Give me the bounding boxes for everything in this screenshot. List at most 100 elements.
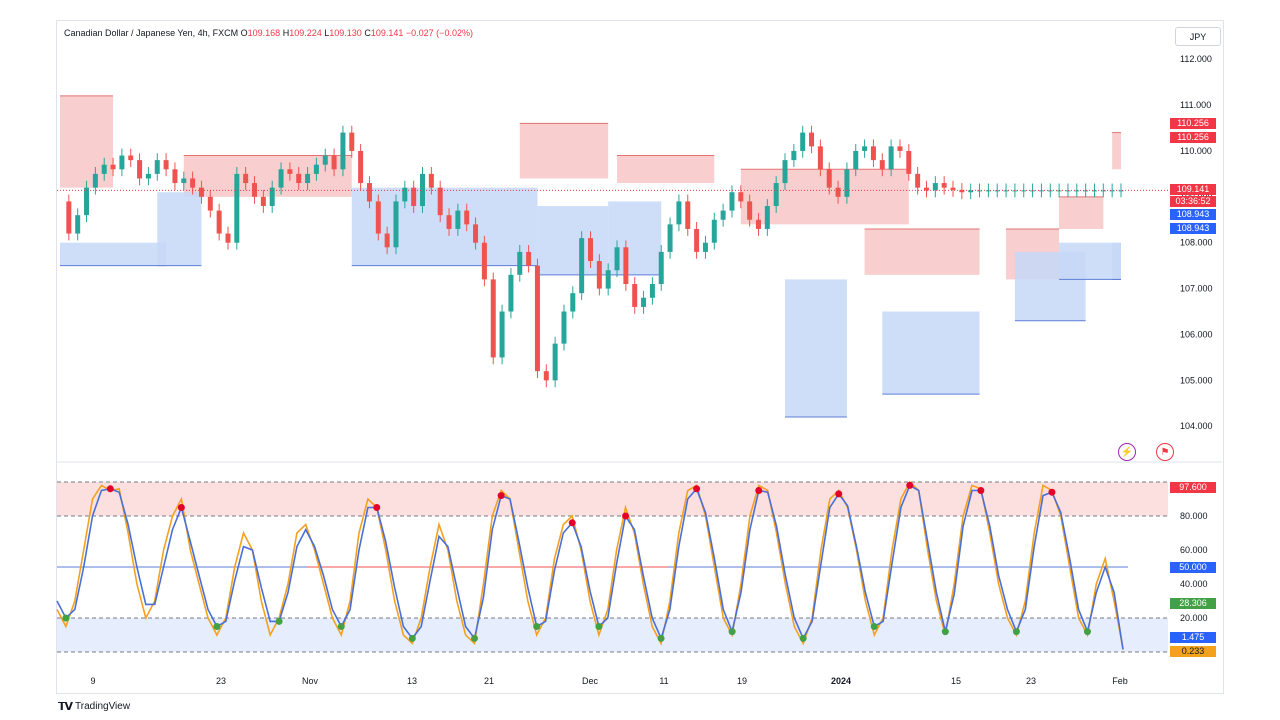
tradingview-logo[interactable]: 𝗧𝗩 TradingView [58, 700, 130, 713]
candle-body [349, 132, 355, 151]
zone-supply [864, 228, 980, 275]
candle-body [137, 160, 143, 179]
candle-body [437, 187, 443, 216]
candle-body [402, 187, 408, 202]
candle-body [888, 146, 894, 170]
overbought-signal-dot [977, 487, 985, 494]
time-tick: Nov [302, 676, 319, 686]
symbol-legend[interactable]: Canadian Dollar / Japanese Yen, 4h, FXCM… [64, 28, 473, 38]
candle-body [897, 146, 903, 151]
candle-body [92, 173, 98, 188]
time-tick: Dec [582, 676, 599, 686]
oversold-signal-dot [657, 634, 665, 642]
candle-body [862, 146, 868, 151]
candle-body [552, 343, 558, 381]
oversold-signal-dot [1012, 628, 1020, 636]
candle-body [1003, 190, 1009, 192]
overbought-signal-dot [497, 492, 505, 500]
candle-body [755, 219, 761, 229]
candle-body [428, 173, 434, 188]
candle-body [800, 132, 806, 151]
candle-body [950, 187, 956, 190]
candle-body [817, 146, 823, 170]
time-tick: 11 [659, 676, 668, 686]
demand-bottom-label: 108.943 [1170, 223, 1216, 234]
candle-body [490, 279, 496, 358]
overbought-signal-dot [1048, 488, 1056, 496]
candle-body [959, 189, 965, 193]
candle-body [605, 270, 611, 289]
candle-body [791, 150, 797, 161]
time-tick: 9 [90, 676, 95, 686]
candle-body [720, 210, 726, 220]
candle-body [906, 150, 912, 174]
price-tick: 110.000 [1180, 146, 1212, 156]
candle-body [1038, 190, 1044, 192]
candle-body [331, 155, 337, 170]
candle-body [358, 150, 364, 184]
candle-body [481, 242, 487, 280]
oversold-signal-dot [337, 623, 345, 630]
candle-body [313, 164, 319, 174]
candle-body [1091, 190, 1097, 192]
time-tick: 2024 [831, 676, 851, 686]
zone-supply [617, 155, 715, 184]
candle-body [782, 160, 788, 184]
currency-button[interactable]: JPY [1175, 27, 1221, 46]
stoch-low-label: 0.233 [1170, 646, 1216, 657]
stoch-mid-label: 50.000 [1170, 562, 1216, 573]
candle-body [623, 247, 629, 284]
candle-body [464, 210, 470, 225]
candle-body [207, 196, 213, 211]
candle-body [694, 228, 700, 252]
overbought-signal-dot [755, 487, 763, 494]
candle-body [1030, 190, 1036, 192]
overbought-signal-dot [106, 485, 114, 493]
zone-demand [785, 279, 847, 418]
low-label: L [324, 28, 330, 38]
candle-body [190, 178, 196, 188]
countdown-label: 03:36:52 [1170, 196, 1216, 207]
overbought-signal-dot [622, 512, 630, 520]
candle-body [420, 173, 426, 206]
low-value: 109.130 [329, 28, 362, 38]
candle-body [879, 160, 885, 170]
candle-body [853, 150, 859, 170]
candle-body [1083, 190, 1089, 192]
time-tick: 21 [484, 676, 494, 686]
candle-body [1047, 190, 1053, 192]
candle-body [1021, 190, 1027, 192]
candle-body [649, 284, 655, 298]
candle-body [632, 284, 638, 307]
candle-body [322, 155, 328, 165]
candle-body [163, 160, 169, 170]
price-tick: 112.000 [1180, 54, 1212, 64]
zone-demand [1059, 242, 1121, 280]
candle-body [835, 187, 841, 197]
candle-body [119, 155, 125, 170]
oversold-signal-dot [471, 634, 479, 642]
close-label: C [364, 28, 371, 38]
candle-body [128, 155, 134, 161]
candle-body [994, 190, 1000, 192]
candle-body [508, 274, 514, 312]
candle-body [84, 187, 90, 216]
candle-body [641, 297, 647, 307]
candle-body [685, 201, 691, 229]
zone-demand [1112, 242, 1121, 280]
time-tick: Feb [1112, 676, 1128, 686]
overbought-signal-dot [693, 485, 701, 493]
time-tick: 23 [1026, 676, 1036, 686]
candle-body [870, 146, 876, 161]
demand-top-label: 108.943 [1170, 209, 1216, 220]
candle-body [473, 224, 479, 243]
flag-icon[interactable]: ⚑ [1156, 443, 1174, 461]
candle-body [366, 183, 372, 202]
candle-body [543, 371, 549, 381]
lightning-icon[interactable]: ⚡ [1118, 443, 1136, 461]
stoch-tick: 80.000 [1180, 511, 1208, 521]
candle-body [384, 233, 390, 248]
candle-body [614, 247, 620, 271]
candle-body [216, 210, 222, 234]
